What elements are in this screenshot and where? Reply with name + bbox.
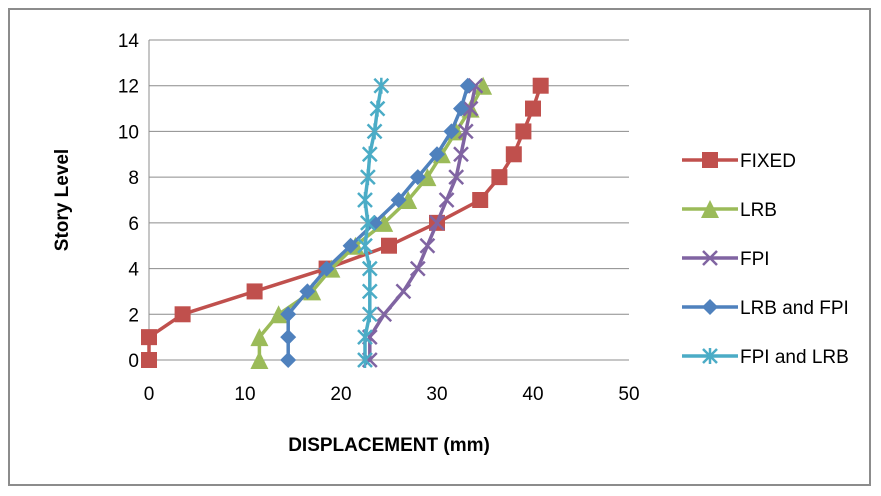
data-point (250, 328, 269, 347)
y-tick-label: 0 (128, 351, 139, 372)
data-point (457, 123, 474, 140)
data-point (532, 77, 549, 94)
data-point (357, 192, 373, 208)
data-point (459, 77, 476, 94)
data-point (409, 260, 426, 277)
data-point (141, 352, 157, 368)
data-point (472, 192, 489, 208)
legend-marker (702, 299, 718, 315)
chart-area: 0 2 4 6 8 10 12 14 0 10 20 30 40 50 DISPLACEMENT (mm)… (8, 8, 871, 486)
legend-marker (702, 250, 718, 266)
data-point (419, 237, 436, 254)
data-point (515, 123, 532, 140)
data-point (390, 192, 407, 208)
data-point (299, 283, 316, 300)
data-point (280, 329, 297, 346)
data-point (250, 351, 269, 369)
data-point (443, 123, 460, 140)
legend: FIXED LRB FPI LRB and FPI FPI and LRB (682, 151, 849, 368)
data-point (357, 352, 373, 368)
data-point (369, 100, 386, 117)
x-tick-label: 0 (144, 384, 155, 405)
tick-labels: 0 2 4 6 8 10 12 14 0 10 20 30 40 50 (118, 31, 640, 405)
data-point (318, 260, 335, 277)
gridlines (148, 39, 629, 361)
data-point (357, 237, 373, 254)
y-tick-label: 14 (118, 31, 140, 52)
data-point (141, 329, 157, 346)
data-point (462, 100, 479, 117)
data-point (448, 169, 465, 186)
legend-label: LRB (740, 200, 777, 221)
data-point (409, 169, 426, 186)
y-tick-label: 2 (128, 305, 139, 326)
legend-label: FPI and LRB (740, 347, 849, 368)
legend-label: FIXED (740, 151, 796, 172)
y-axis-title: Story Level (52, 149, 73, 251)
legend-marker (702, 348, 718, 364)
data-point (366, 123, 383, 140)
data-point (525, 100, 541, 117)
legend-item: FIXED (682, 151, 796, 172)
data-point (453, 100, 469, 117)
legend-item: FPI and LRB (682, 347, 849, 368)
data-point (399, 191, 418, 209)
data-point (269, 305, 288, 324)
data-point (246, 283, 263, 300)
legend-marker (701, 200, 719, 218)
y-tick-label: 10 (118, 122, 139, 143)
legend-item: LRB (682, 200, 777, 221)
data-point (280, 352, 297, 368)
data-point (395, 283, 412, 300)
data-point (359, 214, 376, 231)
x-tick-label: 50 (618, 384, 639, 405)
data-point (357, 329, 373, 346)
data-point (280, 306, 297, 323)
data-point (361, 283, 378, 300)
data-point (361, 306, 378, 323)
legend-item: LRB and FPI (682, 298, 849, 319)
data-point (453, 146, 469, 163)
data-point (505, 146, 522, 163)
y-tick-label: 12 (118, 77, 139, 98)
data-point (174, 306, 191, 323)
legend-label: LRB and FPI (740, 298, 849, 319)
x-tick-label: 10 (234, 384, 255, 405)
data-point (373, 77, 390, 94)
y-tick-label: 6 (128, 214, 139, 235)
data-point (376, 306, 393, 323)
data-point (361, 146, 378, 163)
data-point (359, 169, 376, 186)
x-tick-label: 40 (522, 384, 543, 405)
data-point (418, 168, 437, 187)
data-point (438, 192, 455, 208)
x-axis-title: DISPLACEMENT (mm) (288, 435, 490, 456)
series-3 (280, 77, 476, 368)
data-point (491, 169, 508, 186)
data-point (375, 213, 394, 232)
data-point (342, 237, 359, 254)
legend-marker (702, 152, 718, 168)
legend-label: FPI (740, 249, 770, 270)
data-point (381, 237, 397, 254)
data-point (429, 146, 445, 163)
x-tick-label: 20 (330, 384, 351, 405)
series-4 (357, 77, 390, 368)
x-tick-label: 30 (426, 384, 447, 405)
line-chart: 0 2 4 6 8 10 12 14 0 10 20 30 40 50 DISPLACEMENT (mm)… (52, 31, 849, 456)
y-tick-label: 8 (128, 168, 139, 189)
data-point (361, 260, 378, 277)
y-tick-label: 4 (128, 260, 139, 281)
legend-item: FPI (682, 249, 770, 270)
series-lines (141, 76, 549, 369)
data-point (429, 214, 445, 231)
